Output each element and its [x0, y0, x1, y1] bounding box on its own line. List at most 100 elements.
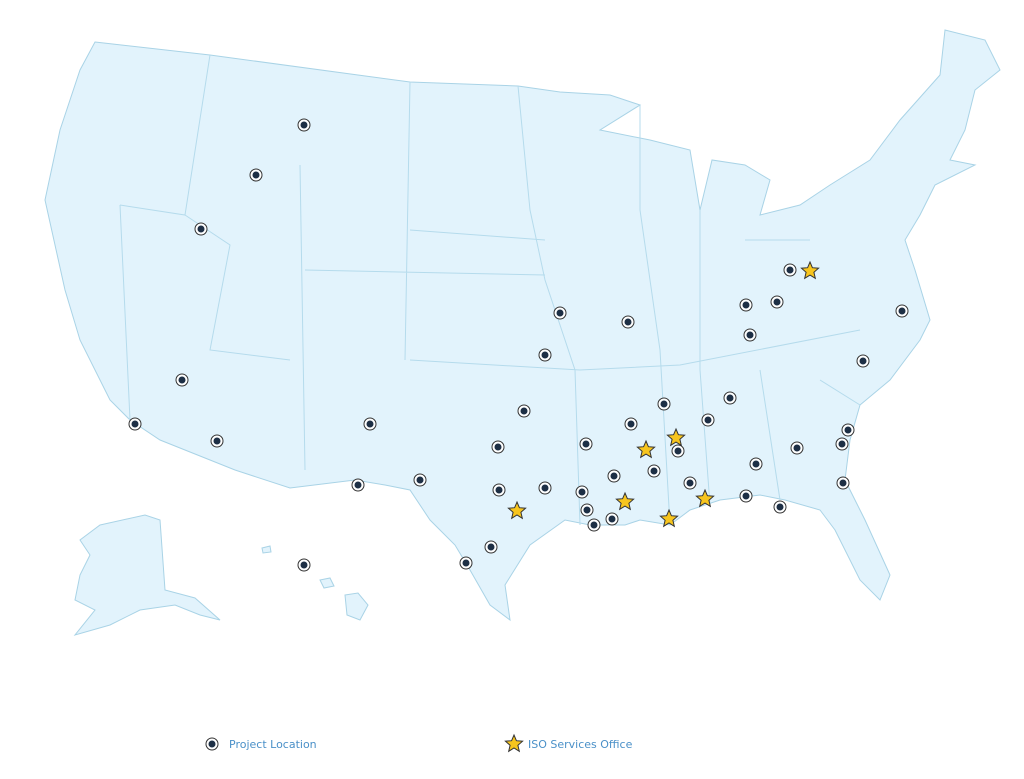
marker-core: [494, 443, 502, 451]
marker-core: [674, 447, 682, 455]
marker-core: [252, 171, 260, 179]
project-location-marker: [647, 464, 661, 478]
marker-core: [742, 301, 750, 309]
project-location-marker: [773, 500, 787, 514]
marker-core: [495, 486, 503, 494]
marker-core: [627, 420, 635, 428]
marker-core: [131, 420, 139, 428]
alaska: [73, 514, 221, 636]
project-location-marker: [210, 434, 224, 448]
project-location-marker: [739, 489, 753, 503]
project-location-marker: [297, 118, 311, 132]
project-location-marker: [835, 437, 849, 451]
marker-core: [300, 561, 308, 569]
marker-core: [898, 307, 906, 315]
project-location-marker: [657, 397, 671, 411]
project-location-marker: [175, 373, 189, 387]
marker-core: [354, 481, 362, 489]
marker-core: [578, 488, 586, 496]
project-location-marker: [856, 354, 870, 368]
marker-core: [366, 420, 374, 428]
marker-core: [704, 416, 712, 424]
marker-core: [583, 506, 591, 514]
state-border: [119, 54, 861, 526]
project-location-marker: [580, 503, 594, 517]
marker-core: [556, 309, 564, 317]
project-location-marker: [413, 473, 427, 487]
project-location-marker: [459, 556, 473, 570]
project-location-marker: [363, 417, 377, 431]
project-location-marker: [895, 304, 909, 318]
project-location-marker: [538, 348, 552, 362]
marker-core: [726, 394, 734, 402]
project-location-marker: [605, 512, 619, 526]
marker-core: [208, 740, 216, 748]
project-location-marker: [749, 457, 763, 471]
project-location-marker: [538, 481, 552, 495]
marker-core: [624, 318, 632, 326]
land: [44, 29, 1001, 636]
iso-office-marker: [507, 500, 527, 520]
project-location-marker: [743, 328, 757, 342]
project-location-marker: [297, 558, 311, 572]
project-location-marker: [484, 540, 498, 554]
marker-core: [746, 331, 754, 339]
iso-office-marker: [636, 439, 656, 459]
marker-core: [197, 225, 205, 233]
iso-office-marker: [659, 508, 679, 528]
marker-core: [590, 521, 598, 529]
project-location-marker: [624, 417, 638, 431]
project-location-marker: [351, 478, 365, 492]
state-borders: [119, 54, 861, 526]
marker-core: [608, 515, 616, 523]
marker-core: [213, 437, 221, 445]
marker-core: [838, 440, 846, 448]
project-location-marker: [575, 485, 589, 499]
project-location-marker: [723, 391, 737, 405]
marker-core: [773, 298, 781, 306]
project-location-marker: [553, 306, 567, 320]
iso-office-marker: [615, 491, 635, 511]
legend-label: Project Location: [229, 738, 317, 751]
marker-core: [686, 479, 694, 487]
project-location-marker: [621, 315, 635, 329]
legend-label: ISO Services Office: [528, 738, 633, 751]
project-location-marker: [671, 444, 685, 458]
marker-core: [178, 376, 186, 384]
marker-core: [776, 503, 784, 511]
hawaii: [261, 545, 369, 621]
project-location-marker: [194, 222, 208, 236]
marker-core: [520, 407, 528, 415]
marker-core: [462, 559, 470, 567]
iso-office-marker: [800, 260, 820, 280]
project-location-marker: [783, 263, 797, 277]
marker-core: [839, 479, 847, 487]
marker-core: [742, 492, 750, 500]
project-location-marker: [841, 423, 855, 437]
marker-core: [416, 476, 424, 484]
marker-core: [541, 351, 549, 359]
marker-core: [541, 484, 549, 492]
marker-core: [610, 472, 618, 480]
marker-core: [859, 357, 867, 365]
marker-core: [786, 266, 794, 274]
marker-core: [752, 460, 760, 468]
contiguous-us: [44, 29, 1001, 622]
project-location-marker: [739, 298, 753, 312]
marker-core: [300, 121, 308, 129]
marker-core: [844, 426, 852, 434]
marker-core: [582, 440, 590, 448]
project-location-marker: [701, 413, 715, 427]
legend: Project Location ISO Services Office: [205, 733, 633, 753]
markers: [128, 118, 909, 572]
project-location-marker: [836, 476, 850, 490]
project-location-marker: [517, 404, 531, 418]
project-location-marker: [579, 437, 593, 451]
marker-core: [650, 467, 658, 475]
project-location-marker: [770, 295, 784, 309]
project-location-marker: [249, 168, 263, 182]
iso-office-marker: [666, 427, 686, 447]
project-location-marker: [492, 483, 506, 497]
project-location-marker: [790, 441, 804, 455]
